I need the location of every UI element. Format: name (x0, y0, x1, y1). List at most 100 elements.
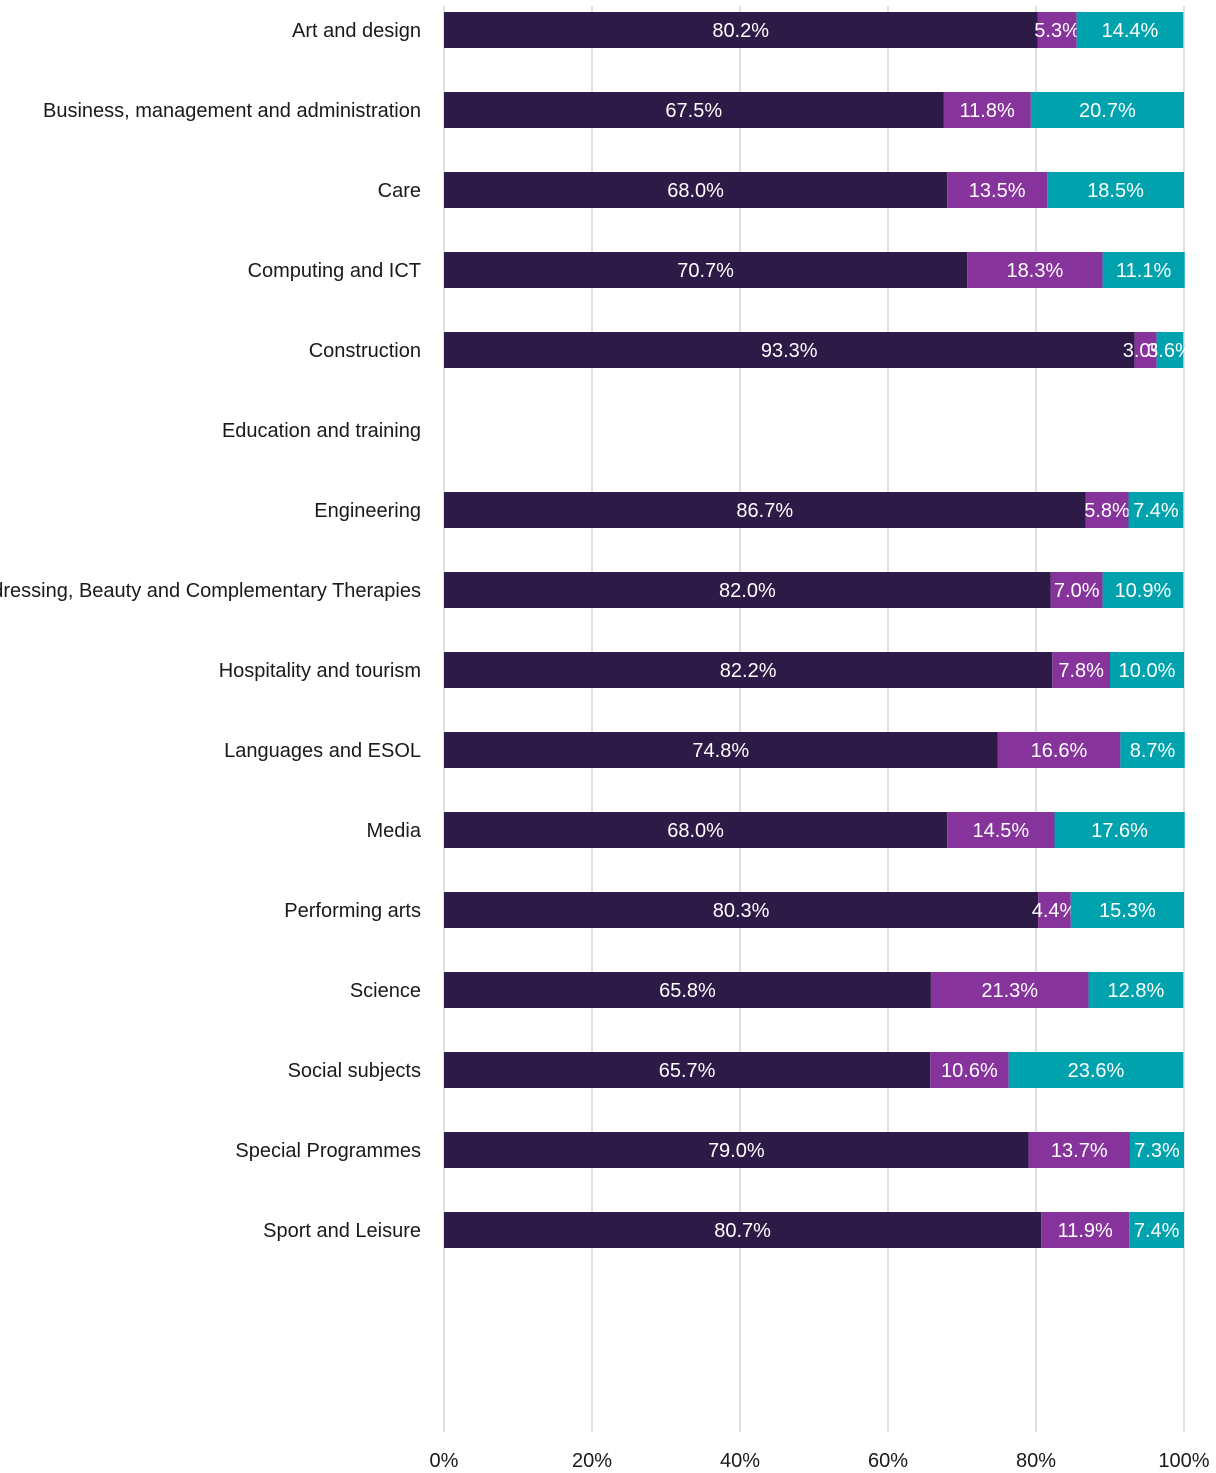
data-label: 11.9% (1058, 1220, 1113, 1242)
data-label: 23.6% (1068, 1060, 1125, 1082)
bar-segment-series-2 (1052, 652, 1110, 688)
data-label: 80.3% (713, 900, 770, 922)
bar-segment-series-1 (444, 1052, 931, 1088)
data-label: 7.8% (1058, 660, 1104, 682)
bar-segment-series-2 (947, 172, 1048, 208)
category-labels: Art and design Business, management and a… (0, 20, 422, 1242)
bar-segment-series-2 (1134, 332, 1157, 368)
data-label: 10.0% (1119, 660, 1176, 682)
bar-segment-series-1 (444, 812, 948, 848)
bar-segment-series-3 (1102, 572, 1184, 608)
data-label: 7.0% (1054, 580, 1100, 602)
bar-segment-series-3 (1070, 892, 1184, 928)
data-label: 79.0% (708, 1140, 765, 1162)
data-label: 12.8% (1108, 980, 1165, 1002)
bar-segment-series-2 (1085, 492, 1129, 528)
bar-segment-series-3 (1156, 332, 1184, 368)
data-label: 86.7% (736, 500, 793, 522)
bar-segment-series-1 (444, 972, 931, 1008)
bar-segment-series-3 (1088, 972, 1184, 1008)
gridlines (443, 6, 1185, 1432)
bar-segment-series-1 (444, 12, 1038, 48)
category-label: Performing arts (284, 900, 421, 922)
data-label: 7.3% (1134, 1140, 1180, 1162)
data-label: 65.8% (659, 980, 716, 1002)
bar-segment-series-1 (444, 172, 948, 208)
bar-segment-series-2 (997, 732, 1121, 768)
data-label: 10.6% (941, 1060, 998, 1082)
data-label: 82.0% (719, 580, 776, 602)
bar-segment-series-3 (1054, 812, 1185, 848)
bar-segment-series-2 (1028, 1132, 1130, 1168)
x-axis-tick-labels: 0% 20% 40% 60% 80% 100% (430, 1450, 1210, 1472)
bar-segment-series-2 (930, 1052, 1009, 1088)
data-label: 15.3% (1099, 900, 1156, 922)
bar-segment-series-3 (1129, 1212, 1184, 1248)
bar-segment-series-3 (1102, 252, 1185, 288)
data-label: 11.1% (1116, 260, 1171, 282)
category-label: Hospitality and tourism (219, 660, 421, 682)
category-label: Media (367, 820, 422, 842)
data-label: 74.8% (692, 740, 749, 762)
bar-segment-series-2 (943, 92, 1031, 128)
data-label: 80.7% (714, 1220, 771, 1242)
data-label: 3.6% (1147, 340, 1193, 362)
bar-segment-series-1 (444, 492, 1086, 528)
data-label: 7.4% (1133, 500, 1179, 522)
bar-segment-series-2 (1038, 892, 1071, 928)
x-tick-label: 80% (1016, 1450, 1056, 1472)
data-label: 17.6% (1091, 820, 1148, 842)
data-label: 67.5% (665, 100, 722, 122)
data-label: 13.5% (969, 180, 1026, 202)
bar-segment-series-3 (1110, 652, 1184, 688)
x-tick-label: 60% (868, 1450, 908, 1472)
category-label: Special Programmes (235, 1140, 421, 1162)
bar-segment-series-2 (967, 252, 1103, 288)
category-label: Social subjects (288, 1060, 421, 1082)
bar-segment-series-2 (1041, 1212, 1130, 1248)
data-label: 7.4% (1134, 1220, 1180, 1242)
category-label: Computing and ICT (248, 260, 421, 282)
bar-segment-series-1 (444, 92, 944, 128)
data-label: 5.3% (1034, 20, 1080, 42)
category-label: Construction (309, 340, 421, 362)
bar-segment-series-1 (444, 732, 998, 768)
bar-segment-series-2 (1037, 12, 1077, 48)
category-label: Hairdressing, Beauty and Complementary T… (0, 580, 421, 602)
category-label: Education and training (222, 420, 421, 442)
data-label: 16.6% (1031, 740, 1088, 762)
bar-segment-series-1 (444, 892, 1039, 928)
data-label: 10.9% (1115, 580, 1172, 602)
category-label: Business, management and administration (43, 100, 421, 122)
data-label: 8.7% (1130, 740, 1176, 762)
data-label: 68.0% (667, 820, 724, 842)
bar-segment-series-3 (1120, 732, 1185, 768)
bar-segment-series-3 (1030, 92, 1184, 128)
bar-segment-series-3 (1008, 1052, 1184, 1088)
data-label: 68.0% (667, 180, 724, 202)
data-label: 21.3% (981, 980, 1038, 1002)
bar-segment-series-1 (444, 252, 968, 288)
bar-segment-series-1 (444, 652, 1053, 688)
category-label: Sport and Leisure (263, 1220, 421, 1242)
bar-segment-series-2 (1050, 572, 1103, 608)
data-label: 5.8% (1084, 500, 1130, 522)
category-label: Art and design (292, 20, 421, 42)
bar-segment-series-3 (1047, 172, 1184, 208)
bar-segment-series-3 (1129, 1132, 1184, 1168)
data-label: 20.7% (1079, 100, 1136, 122)
bars: 80.2% 5.3% 14.4% 67.5% 11.8% 20.7% 68.0% 13.5% 1… (444, 12, 1193, 1248)
data-label: 14.4% (1102, 20, 1159, 42)
x-tick-label: 40% (720, 1450, 760, 1472)
data-label: 13.7% (1051, 1140, 1108, 1162)
category-label: Engineering (314, 500, 421, 522)
data-label: 70.7% (677, 260, 734, 282)
x-tick-label: 20% (572, 1450, 612, 1472)
bar-segment-series-2 (930, 972, 1089, 1008)
category-label: Care (378, 180, 421, 202)
data-label: 65.7% (659, 1060, 716, 1082)
bar-segment-series-3 (1128, 492, 1184, 528)
x-tick-label: 100% (1158, 1450, 1209, 1472)
bar-segment-series-1 (444, 1212, 1042, 1248)
